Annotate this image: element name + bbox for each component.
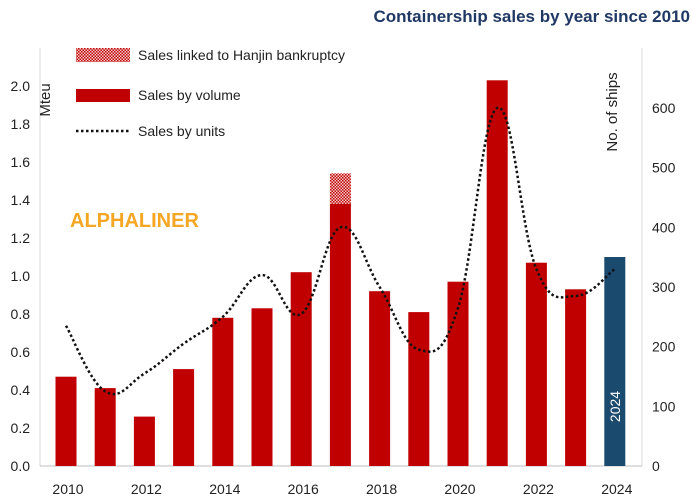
bar-volume-2010 [55, 376, 77, 466]
right-tick-400: 400 [652, 219, 676, 235]
left-tick-0.4: 0.4 [11, 382, 31, 398]
legend-label-hanjin: Sales linked to Hanjin bankruptcy [138, 47, 345, 63]
units-line [64, 106, 616, 396]
chart-title: Containership sales by year since 2010 [373, 7, 690, 26]
legend-label-units: Sales by units [138, 123, 225, 139]
x-axis-ticks: 2010 2012 2014 2016 2018 2020 2022 2024 [52, 481, 632, 497]
left-tick-2.0: 2.0 [11, 78, 31, 94]
bar-volume-2020 [447, 281, 469, 466]
x-tick-2014: 2014 [209, 481, 240, 497]
left-tick-1.4: 1.4 [11, 192, 31, 208]
x-tick-2020: 2020 [444, 481, 475, 497]
bar-volume-2019 [408, 312, 430, 466]
units-line-group [64, 106, 616, 396]
watermark-logo: ALPHALINER [70, 210, 199, 232]
left-tick-1.6: 1.6 [11, 154, 31, 170]
x-tick-2022: 2022 [523, 481, 554, 497]
right-axis-label: No. of ships [604, 72, 621, 151]
left-axis-ticks: 0.0 0.2 0.4 0.6 0.8 1.0 1.2 1.4 1.6 1.8 2.0 [11, 78, 31, 474]
bar-volume-2011 [94, 388, 116, 466]
legend: Sales linked to Hanjin bankruptcy Sales … [76, 47, 345, 139]
bar-volume-2017 [329, 203, 351, 467]
bar-volume-2015 [251, 308, 273, 466]
left-tick-1.0: 1.0 [11, 268, 31, 284]
legend-swatch-hanjin [76, 48, 130, 62]
bar-volume-2014 [212, 317, 234, 466]
right-tick-100: 100 [652, 398, 676, 414]
left-tick-0.8: 0.8 [11, 306, 31, 322]
legend-swatch-volume [76, 89, 130, 102]
bar-volume-2022 [525, 262, 547, 466]
bar-volume-2023 [565, 289, 587, 466]
right-tick-600: 600 [652, 100, 676, 116]
bar-year-label: 2024 [607, 391, 623, 422]
legend-label-volume: Sales by volume [138, 87, 241, 103]
x-tick-2018: 2018 [366, 481, 397, 497]
bar-volume-2013 [173, 369, 195, 466]
left-tick-0.0: 0.0 [11, 458, 31, 474]
left-tick-1.8: 1.8 [11, 116, 31, 132]
left-axis-label: Mteu [37, 83, 54, 116]
bars-group: 2024 [55, 80, 626, 467]
left-tick-1.2: 1.2 [11, 230, 31, 246]
x-tick-2010: 2010 [52, 481, 83, 497]
bar-volume-2024 [604, 257, 626, 466]
x-tick-2024: 2024 [601, 481, 632, 497]
x-tick-2016: 2016 [288, 481, 319, 497]
left-tick-0.6: 0.6 [11, 344, 31, 360]
bar-hanjin-2017 [329, 173, 351, 204]
left-tick-0.2: 0.2 [11, 420, 31, 436]
bar-volume-2016 [290, 272, 312, 466]
bar-volume-2018 [369, 291, 391, 466]
right-tick-300: 300 [652, 279, 676, 295]
right-tick-0: 0 [652, 458, 660, 474]
right-axis-ticks: 0 100 200 300 400 500 600 [652, 100, 676, 474]
right-tick-200: 200 [652, 339, 676, 355]
x-tick-2012: 2012 [131, 481, 162, 497]
bar-volume-2021 [486, 80, 508, 467]
right-tick-500: 500 [652, 160, 676, 176]
bar-volume-2012 [133, 416, 155, 466]
